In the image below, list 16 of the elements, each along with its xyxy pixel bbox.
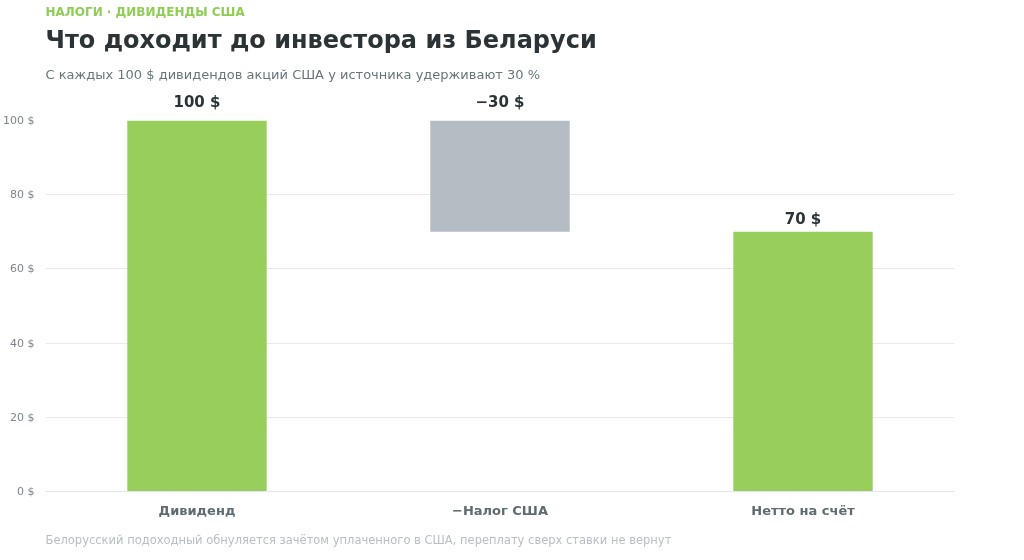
x-tick-label: Нетто на счёт bbox=[751, 502, 856, 518]
text: НАЛОГИ · ДИВИДЕНДЫ США bbox=[45, 4, 246, 19]
x-tick-label: Дивиденд bbox=[158, 502, 236, 518]
y-tick-label: 60 $ bbox=[10, 262, 35, 276]
chart-subtitle: С каждых 100 $ дивидендов акций США у источника удерживают 30 % bbox=[45, 66, 541, 82]
y-tick-label: 80 $ bbox=[10, 188, 35, 202]
text: Белорусский подоходный обнуляется зачётом уплаченного в США, переплату сверх ставки не вернут bbox=[45, 532, 672, 547]
y-tick-label: 0 $ bbox=[17, 485, 35, 498]
data-label: 70 $ bbox=[784, 209, 822, 228]
chart-title: Что доходит до инвестора из Беларуси bbox=[45, 25, 597, 54]
data-label: 100 $ bbox=[173, 92, 221, 111]
y-tick-label: 20 $ bbox=[10, 410, 35, 424]
y-tick-label: 40 $ bbox=[10, 336, 35, 350]
data-label: −30 $ bbox=[475, 92, 525, 111]
x-tick-label: −Налог США bbox=[452, 502, 548, 518]
y-tick-label: 100 $ bbox=[3, 114, 35, 127]
